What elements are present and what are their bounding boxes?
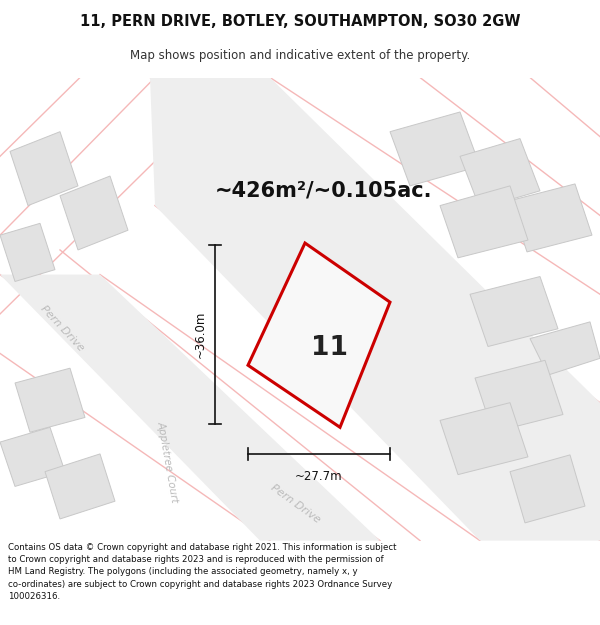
Text: ~27.7m: ~27.7m <box>295 469 343 482</box>
Polygon shape <box>60 176 128 250</box>
Text: 11: 11 <box>311 336 349 361</box>
Polygon shape <box>0 223 55 281</box>
Polygon shape <box>0 274 380 541</box>
Polygon shape <box>0 428 65 486</box>
Polygon shape <box>510 184 592 252</box>
Polygon shape <box>440 186 528 258</box>
Text: Appletree Court: Appletree Court <box>156 420 180 503</box>
Polygon shape <box>460 139 540 209</box>
Text: ~36.0m: ~36.0m <box>194 311 207 358</box>
Text: Map shows position and indicative extent of the property.: Map shows position and indicative extent… <box>130 49 470 62</box>
Polygon shape <box>470 276 558 346</box>
Polygon shape <box>390 112 480 186</box>
Polygon shape <box>510 455 585 523</box>
Polygon shape <box>248 243 390 428</box>
Polygon shape <box>150 78 600 541</box>
Text: ~426m²/~0.105ac.: ~426m²/~0.105ac. <box>215 181 433 201</box>
Text: Pern Drive: Pern Drive <box>268 483 322 526</box>
Polygon shape <box>45 454 115 519</box>
Text: 11, PERN DRIVE, BOTLEY, SOUTHAMPTON, SO30 2GW: 11, PERN DRIVE, BOTLEY, SOUTHAMPTON, SO3… <box>80 14 520 29</box>
Polygon shape <box>530 322 600 375</box>
Polygon shape <box>475 360 563 432</box>
Polygon shape <box>15 368 85 432</box>
Polygon shape <box>440 402 528 474</box>
Text: Contains OS data © Crown copyright and database right 2021. This information is : Contains OS data © Crown copyright and d… <box>8 543 397 601</box>
Text: Pern Drive: Pern Drive <box>38 304 86 354</box>
Polygon shape <box>10 132 78 206</box>
